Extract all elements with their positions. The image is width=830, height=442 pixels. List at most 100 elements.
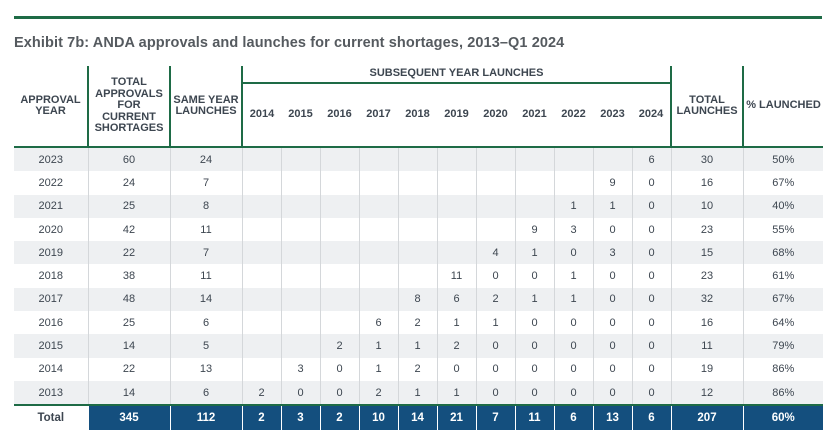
total-launches-2017: 10	[358, 405, 398, 431]
cell-launches-2014	[241, 217, 281, 242]
cell-total-launches: 10	[670, 194, 743, 218]
cell-launches-2019: 0	[436, 357, 476, 381]
cell-total-approvals: 25	[87, 194, 170, 218]
cell-launches-2024: 0	[631, 264, 671, 288]
cell-launches-2019: 11	[436, 264, 476, 288]
cell-launches-2021	[514, 194, 554, 218]
cell-launches-2024: 0	[631, 311, 671, 335]
cell-launches-2017	[358, 171, 398, 195]
cell-launches-2020: 0	[475, 264, 515, 288]
total-launches-2015: 3	[280, 405, 320, 431]
cell-launches-2018	[397, 217, 437, 242]
cell-launches-2015: 3	[280, 357, 320, 381]
header-year-2014: 2014	[241, 83, 281, 147]
cell-launches-2017	[358, 194, 398, 218]
cell-pct-launched: 64%	[742, 311, 823, 335]
header-year-2021: 2021	[522, 108, 547, 121]
table-row: 2015 14 5 2 1 1 2 0 0 0 0 0 11 79%	[14, 334, 823, 358]
cell-launches-2014	[241, 194, 281, 218]
cell-same-year-launches: 14	[169, 287, 242, 312]
cell-total-approvals: 22	[87, 357, 170, 381]
cell-total-launches: 32	[670, 287, 743, 312]
cell-pct-launched: 67%	[742, 287, 823, 312]
cell-launches-2023: 0	[592, 287, 632, 312]
table-body: 2023 60 24 6 30 50% 2022 24 7 9 0 16 67% 2021 25 8 1 1 0 10…	[14, 147, 823, 406]
cell-launches-2023: 9	[592, 171, 632, 195]
header-year-2019: 2019	[444, 108, 469, 121]
cell-total-launches: 23	[670, 217, 743, 242]
total-same-year: 112	[169, 405, 242, 431]
table-row: 2022 24 7 9 0 16 67%	[14, 171, 823, 195]
cell-launches-2015	[280, 194, 320, 218]
cell-launches-2020: 1	[475, 311, 515, 335]
cell-launches-2016: 0	[319, 380, 359, 406]
cell-launches-2021	[514, 171, 554, 195]
cell-approval-year: 2014	[38, 363, 63, 376]
total-launches-2022: 6	[553, 405, 593, 431]
year-header-row: 2014 2015 2016 2017 2018 2019 2020 2021 2022 2023…	[14, 83, 823, 147]
cell-launches-2016	[319, 264, 359, 288]
cell-launches-2014	[241, 287, 281, 312]
cell-launches-2024: 0	[631, 194, 671, 218]
cell-launches-2022: 1	[553, 194, 593, 218]
cell-launches-2022: 1	[553, 264, 593, 288]
cell-launches-2022: 0	[553, 334, 593, 358]
cell-launches-2016	[319, 241, 359, 265]
header-year-2020: 2020	[483, 108, 508, 121]
header-year-2022: 2022	[561, 108, 586, 121]
header-pct-launched: % LAUNCHED	[742, 66, 823, 147]
cell-launches-2017: 6	[358, 311, 398, 335]
cell-launches-2014	[241, 357, 281, 381]
cell-same-year-launches: 5	[169, 334, 242, 358]
cell-total-launches: 16	[670, 171, 743, 195]
cell-launches-2018: 1	[397, 334, 437, 358]
top-rule	[14, 16, 822, 19]
total-launches-2020: 7	[475, 405, 515, 431]
cell-launches-2023: 0	[592, 357, 632, 381]
cell-launches-2016	[319, 171, 359, 195]
total-launches-2016: 2	[319, 405, 359, 431]
cell-launches-2014	[241, 264, 281, 288]
cell-approval-year: 2015	[14, 334, 88, 358]
cell-launches-2021: 0	[514, 357, 554, 381]
cell-launches-2020	[475, 171, 515, 195]
cell-same-year-launches: 6	[169, 380, 242, 406]
cell-launches-2016	[319, 287, 359, 312]
cell-launches-2023: 0	[592, 334, 632, 358]
cell-launches-2017	[358, 217, 398, 242]
cell-launches-2017	[358, 241, 398, 265]
cell-launches-2015	[280, 241, 320, 265]
cell-launches-2021: 9	[514, 217, 554, 242]
cell-launches-2017: 1	[358, 334, 398, 358]
cell-launches-2021: 0	[514, 334, 554, 358]
total-launches-2021: 11	[514, 405, 554, 431]
cell-launches-2018: 2	[397, 311, 437, 335]
cell-launches-2019	[436, 171, 476, 195]
header-total-approvals: TOTAL APPROVALS FOR CURRENT SHORTAGES	[87, 66, 170, 147]
cell-launches-2018	[397, 264, 437, 288]
cell-launches-2022: 0	[553, 380, 593, 406]
cell-same-year-launches: 13	[169, 357, 242, 381]
table-row: 2014 22 13 3 0 1 2 0 0 0 0 0 0 19 86%	[14, 357, 823, 381]
cell-launches-2018: 2	[397, 357, 437, 381]
cell-launches-2019	[436, 241, 476, 265]
total-launches-2023: 13	[592, 405, 632, 431]
cell-launches-2015	[280, 287, 320, 312]
cell-total-approvals: 48	[87, 287, 170, 312]
table-row: 2018 38 11 11 0 0 1 0 0 23 61%	[14, 264, 823, 288]
cell-launches-2014	[241, 171, 281, 195]
cell-launches-2024: 0	[631, 241, 671, 265]
cell-launches-2019	[436, 217, 476, 242]
cell-launches-2019: 1	[436, 311, 476, 335]
cell-approval-year: 2020	[38, 223, 63, 236]
cell-launches-2022: 3	[553, 217, 593, 242]
header-year-2018: 2018	[405, 108, 430, 121]
table-footer: Total 345 112 2 3 2 10 14 21 7 11 6 13 6 207 60%	[14, 405, 823, 431]
cell-launches-2023: 0	[592, 311, 632, 335]
cell-total-approvals: 24	[87, 171, 170, 195]
cell-launches-2017: 2	[358, 380, 398, 406]
total-label: Total	[14, 405, 88, 431]
cell-launches-2022: 0	[553, 311, 593, 335]
header-year-2015: 2015	[288, 108, 313, 121]
cell-launches-2024: 0	[631, 287, 671, 312]
